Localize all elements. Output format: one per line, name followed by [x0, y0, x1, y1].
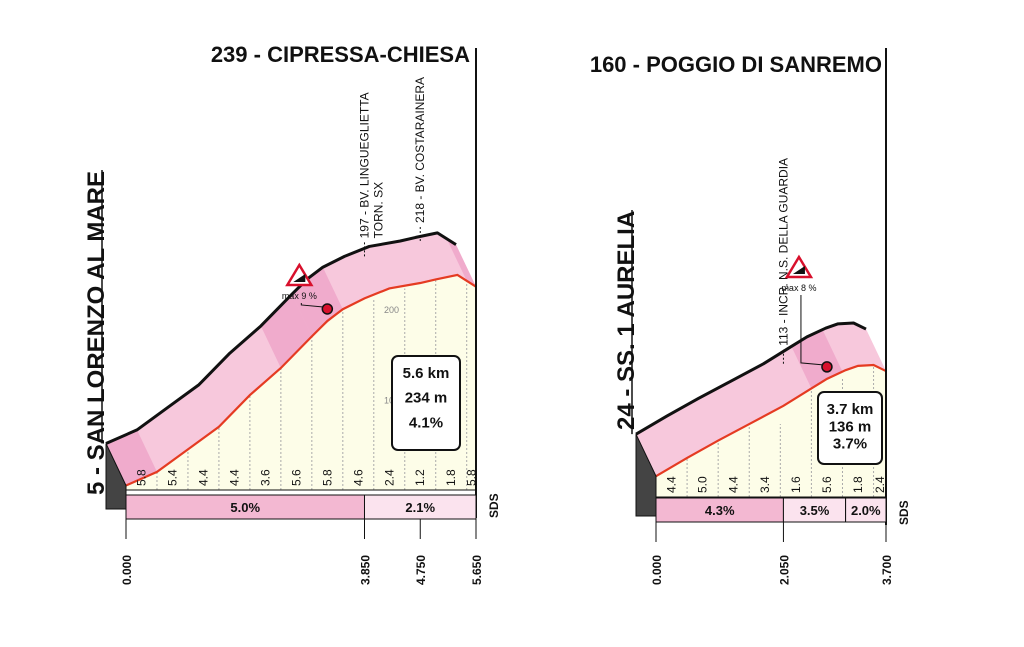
summary-box [817, 391, 883, 465]
summary-line-1: 3.7 km [827, 401, 874, 418]
segment-grade-label: 1.8 [444, 469, 458, 486]
sds-label: SDS [487, 493, 501, 518]
segment-grade-label: 4.4 [196, 469, 210, 486]
summary-box [391, 355, 461, 451]
km-tick-label: 4.750 [414, 555, 428, 585]
gradient-band [782, 497, 847, 523]
waypoint-label: 113 - INCR. N.S. DELLA GUARDIA [776, 158, 790, 346]
segment-grade-label: 5.0 [696, 476, 710, 493]
elev-gridline-label: 200 [384, 305, 399, 315]
segment-grade-label: 2.4 [382, 469, 396, 486]
summary-line-2: 136 m [829, 418, 872, 435]
profile-top-face [106, 232, 476, 486]
waypoint-label: 197 - BV. LINGUEGLIETTA [357, 92, 371, 238]
gradient-band-label: 2.0% [851, 503, 881, 518]
max-gradient-label: max 9 % [282, 291, 317, 301]
segment-grade-label: 5.8 [320, 469, 334, 486]
start-label: 24 - SS. 1 AURELIA [613, 211, 640, 430]
segment-grade-label: 3.4 [758, 476, 772, 493]
max-gradient-icon-fill [792, 266, 805, 274]
segment-grade-label: 1.8 [851, 476, 865, 493]
summary-line-3: 3.7% [833, 436, 867, 453]
profile-top-edge [635, 321, 867, 436]
km-tick-label: 2.050 [777, 555, 791, 585]
gradient-band-label: 2.1% [405, 500, 435, 515]
profile-road-line [125, 273, 477, 487]
km-tick-label: 0.000 [650, 555, 664, 585]
profile-front-face [126, 274, 476, 490]
climb-panel-1: 1002005.85.44.44.43.65.65.84.62.41.21.85… [83, 42, 501, 585]
steep-section [791, 329, 843, 389]
steep-section [446, 238, 476, 287]
max-gradient-label: max 8 % [781, 283, 816, 293]
segment-grade-label: 4.4 [665, 476, 679, 493]
waypoint-label-2: TORN. SX [371, 182, 385, 238]
segment-grade-label: 5.4 [165, 469, 179, 486]
max-gradient-leader [300, 303, 324, 308]
max-gradient-leader [800, 295, 823, 366]
segment-grade-label: 2.4 [873, 476, 887, 493]
km-tick-label: 5.650 [470, 555, 484, 585]
gradient-band-label: 3.5% [800, 503, 830, 518]
climb-title: 160 - POGGIO DI SANREMO [590, 52, 882, 77]
segment-grade-label: 5.8 [134, 469, 148, 486]
gradient-band [845, 497, 887, 523]
start-label: 5 - SAN LORENZO AL MARE [83, 171, 110, 495]
summary-line-2: 234 m [405, 390, 448, 407]
segment-grade-label: 5.6 [820, 476, 834, 493]
profile-road-line [655, 363, 887, 478]
km-tick-label: 3.700 [880, 555, 894, 585]
steep-section [260, 294, 312, 368]
waypoint-label: 218 - BV. COSTARAINERA [413, 77, 427, 223]
segment-grade-label: 4.4 [227, 469, 241, 486]
segment-grade-label: 4.6 [351, 469, 365, 486]
summary-line-1: 5.6 km [403, 365, 450, 382]
segment-grade-label: 3.6 [258, 469, 272, 486]
km-tick-label: 0.000 [120, 555, 134, 585]
max-gradient-dot [821, 361, 833, 373]
max-gradient-icon-fill [293, 274, 306, 282]
segment-grade-label: 1.2 [413, 469, 427, 486]
climb-title: 239 - CIPRESSA-CHIESA [211, 42, 470, 67]
sds-label: SDS [897, 500, 911, 525]
steep-section [106, 429, 157, 486]
segment-grade-label: 4.4 [727, 476, 741, 493]
segment-grade-label: 5.6 [289, 469, 303, 486]
summary-line-3: 4.1% [409, 414, 443, 431]
segment-grade-label: 5.8 [464, 469, 478, 486]
gradient-band [655, 497, 784, 523]
segment-grade-label: 1.6 [789, 476, 803, 493]
max-gradient-icon [784, 254, 814, 279]
gradient-band [363, 494, 477, 520]
max-gradient-dot [321, 303, 334, 315]
km-tick-label: 3.850 [358, 555, 372, 585]
climb-panel-2: 4.4 5.0 4.4 3.4 1.6 5.6 1.8 2.4 4.3% 3.5% 2.0% 0.00… [590, 48, 911, 585]
gradient-band-label: 5.0% [230, 500, 260, 515]
gradient-band-label: 4.3% [705, 503, 735, 518]
